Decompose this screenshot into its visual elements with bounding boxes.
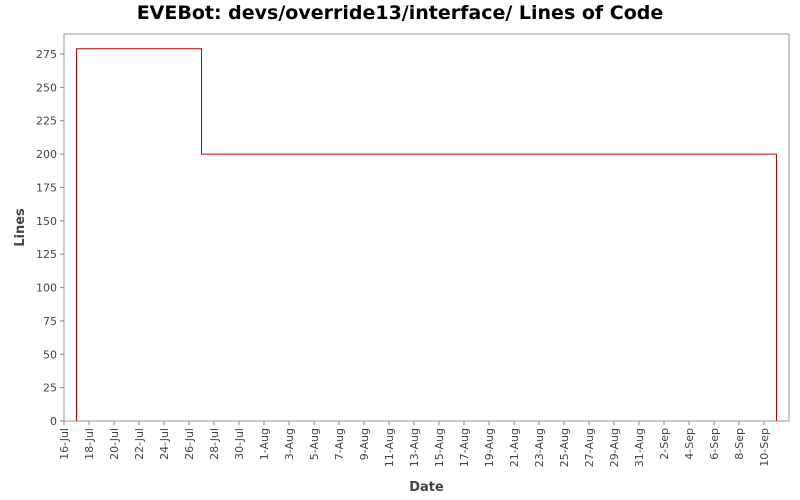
x-tick-label: 6-Sep [708, 428, 721, 460]
y-tick-label: 75 [43, 315, 57, 328]
x-tick-label: 17-Aug [458, 428, 471, 467]
x-tick-label: 31-Aug [633, 428, 646, 467]
x-tick-label: 27-Aug [583, 428, 596, 467]
x-tick-label: 2-Sep [658, 428, 671, 460]
y-tick-label: 125 [36, 248, 57, 261]
x-tick-label: 5-Aug [308, 428, 321, 460]
x-tick-label: 23-Aug [533, 428, 546, 467]
x-tick-label: 13-Aug [408, 428, 421, 467]
y-tick-label: 250 [36, 81, 57, 94]
y-tick-label: 150 [36, 215, 57, 228]
x-tick-label: 26-Jul [183, 428, 196, 460]
series-line [76, 48, 777, 421]
y-tick-label: 175 [36, 181, 57, 194]
y-axis-label: Lines [13, 208, 28, 247]
x-tick-label: 11-Aug [383, 428, 396, 467]
x-tick-label: 7-Aug [333, 428, 346, 460]
x-tick-label: 21-Aug [508, 428, 521, 467]
y-tick-label: 200 [36, 148, 57, 161]
y-tick-label: 25 [43, 382, 57, 395]
x-tick-label: 24-Jul [158, 428, 171, 460]
x-tick-label: 10-Sep [758, 428, 771, 467]
x-tick-label: 1-Aug [258, 428, 271, 460]
x-tick-label: 28-Jul [208, 428, 221, 460]
y-tick-label: 50 [43, 348, 57, 361]
y-tick-label: 275 [36, 48, 57, 61]
x-tick-label: 4-Sep [683, 428, 696, 460]
x-tick-label: 8-Sep [733, 428, 746, 460]
x-tick-label: 25-Aug [558, 428, 571, 467]
x-axis-label: Date [409, 480, 444, 495]
x-tick-label: 19-Aug [483, 428, 496, 467]
x-tick-label: 18-Jul [83, 428, 96, 460]
x-tick-label: 22-Jul [133, 428, 146, 460]
y-tick-label: 100 [36, 282, 57, 295]
y-tick-label: 225 [36, 115, 57, 128]
x-tick-label: 3-Aug [283, 428, 296, 460]
x-tick-label: 29-Aug [608, 428, 621, 467]
x-tick-label: 15-Aug [433, 428, 446, 467]
y-tick-label: 0 [50, 415, 57, 428]
x-tick-label: 16-Jul [58, 428, 71, 460]
plot-frame [63, 33, 790, 422]
x-tick-label: 30-Jul [233, 428, 246, 460]
x-tick-label: 9-Aug [358, 428, 371, 460]
x-tick-label: 20-Jul [108, 428, 121, 460]
chart-title: EVEBot: devs/override13/interface/ Lines… [136, 2, 664, 24]
